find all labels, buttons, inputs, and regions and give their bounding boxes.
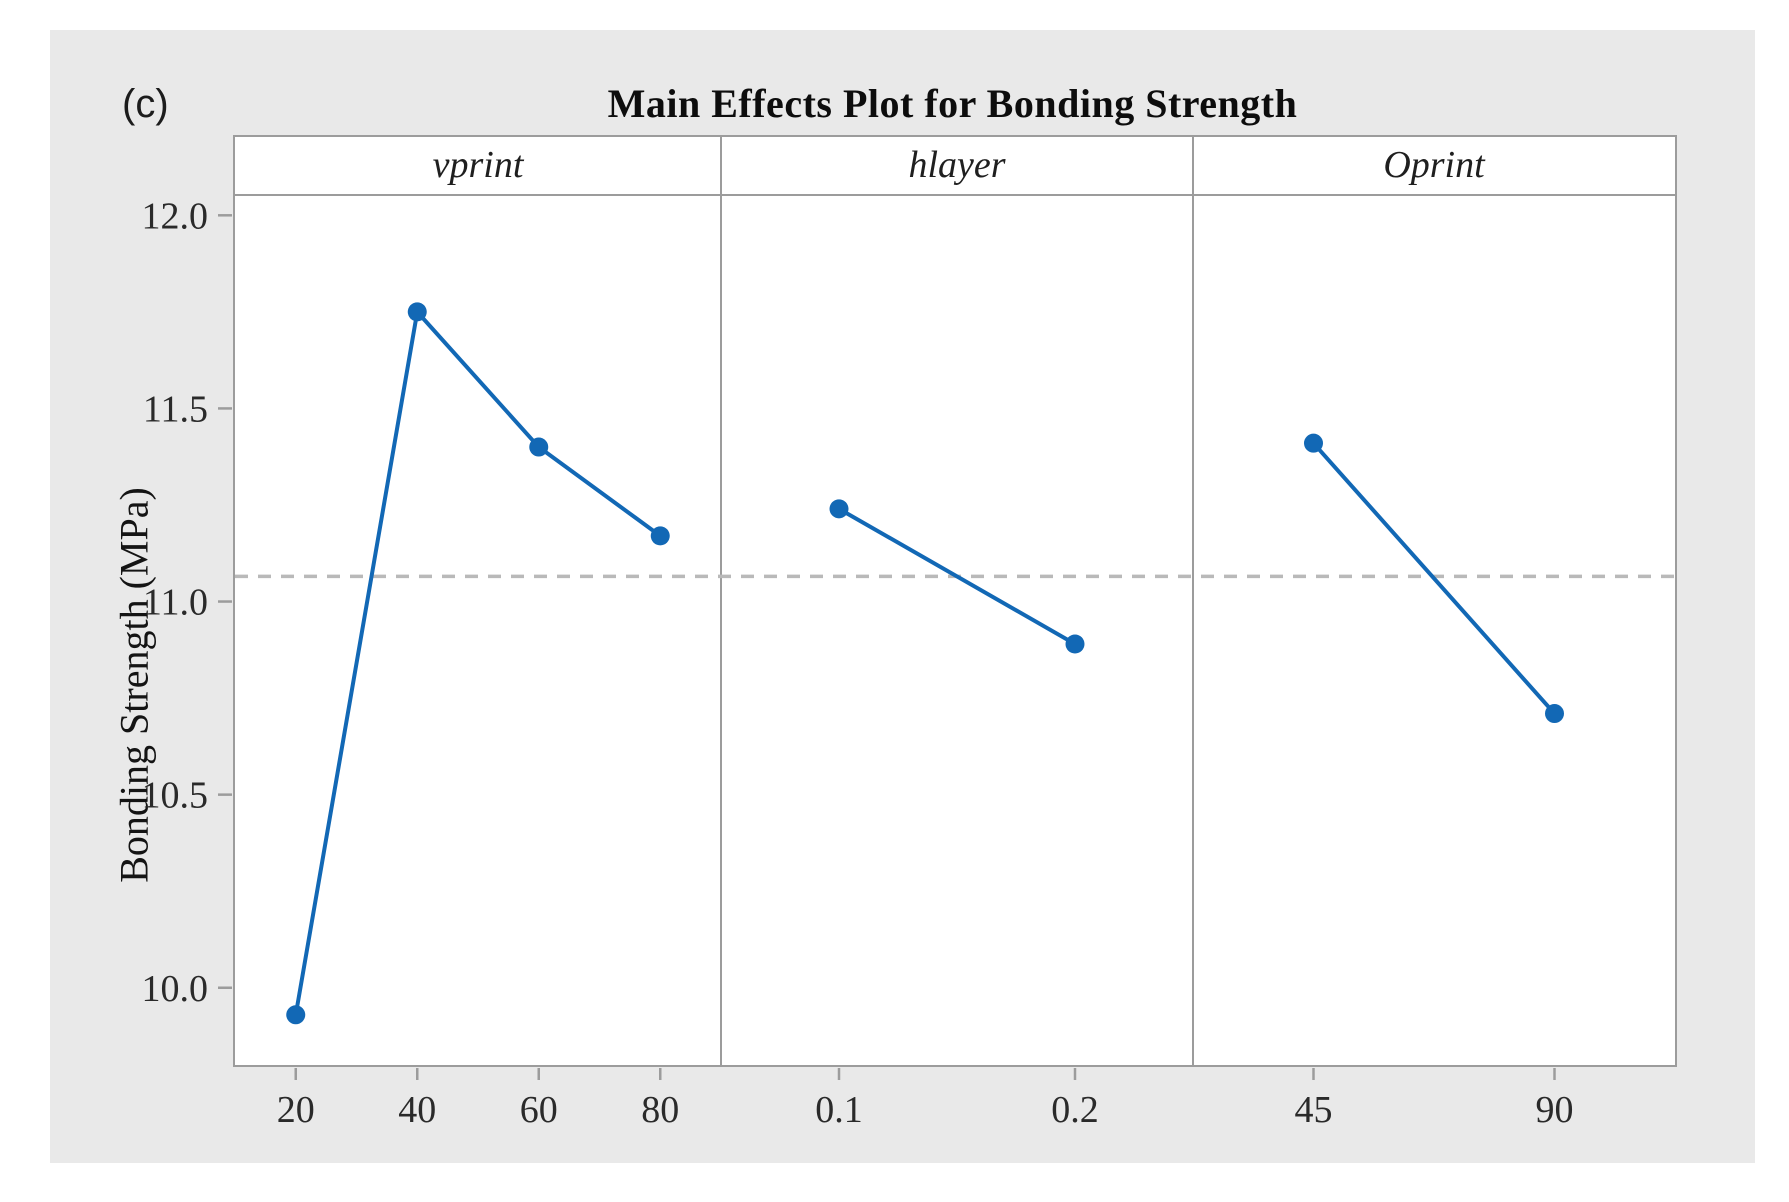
data-point-vprint-60	[529, 437, 549, 457]
y-tick-label: 11.0	[143, 582, 208, 624]
x-tick-label: 0.1	[815, 1089, 863, 1131]
x-tick-label: 90	[1536, 1089, 1574, 1131]
x-tick-label: 80	[641, 1089, 679, 1131]
data-point-vprint-80	[650, 526, 670, 546]
x-tick-label: 0.2	[1051, 1089, 1099, 1131]
series-line-vprint	[293, 309, 663, 1017]
panel-divider-1	[720, 137, 722, 1065]
data-point-Oprint-90	[1545, 704, 1564, 724]
plot-frame: vprint hlayer Oprint 10.0 10.5 11.0 11.5 12.…	[142, 135, 1677, 1131]
y-axis-title: Bonding Strength (MPa)	[111, 487, 157, 883]
figure-card: (c) Main Effects Plot for Bonding Streng…	[50, 30, 1755, 1163]
data-point-vprint-40	[407, 302, 427, 322]
y-tick-label: 10.0	[142, 968, 209, 1010]
figure-panel-letter: (c)	[122, 82, 169, 126]
x-tick-label: 45	[1295, 1089, 1333, 1131]
x-tick-label: 20	[277, 1089, 315, 1131]
chart-canvas: 10.0 10.5 11.0 11.5 12.0 20 40 60 80 0.1 0.2 45 90	[142, 195, 1675, 1131]
x-tick-label: 60	[520, 1089, 558, 1131]
data-point-vprint-20	[286, 1005, 306, 1025]
y-tick-label: 12.0	[142, 195, 209, 237]
data-point-Oprint-45	[1304, 433, 1323, 453]
panel-divider-2	[1192, 137, 1194, 1065]
panel-header-row: vprint hlayer Oprint	[235, 137, 1675, 196]
chart-title: Main Effects Plot for Bonding Strength	[607, 81, 1298, 126]
data-point-hlayer-0.2	[1065, 634, 1085, 654]
panel-header-vprint: vprint	[432, 144, 524, 186]
series-line-Oprint	[1311, 441, 1557, 716]
y-tick-label: 11.5	[143, 388, 208, 430]
y-tick-label: 10.5	[142, 775, 209, 817]
panel-header-hlayer: hlayer	[908, 144, 1006, 186]
panel-header-oprint: Oprint	[1383, 144, 1485, 186]
x-tick-label: 40	[398, 1089, 436, 1131]
data-point-hlayer-0.1	[829, 499, 849, 519]
plot-area: 10.0 10.5 11.0 11.5 12.0 20 40 60 80 0.1 0.2 45 90	[142, 195, 1675, 1131]
series-line-hlayer	[837, 506, 1077, 647]
